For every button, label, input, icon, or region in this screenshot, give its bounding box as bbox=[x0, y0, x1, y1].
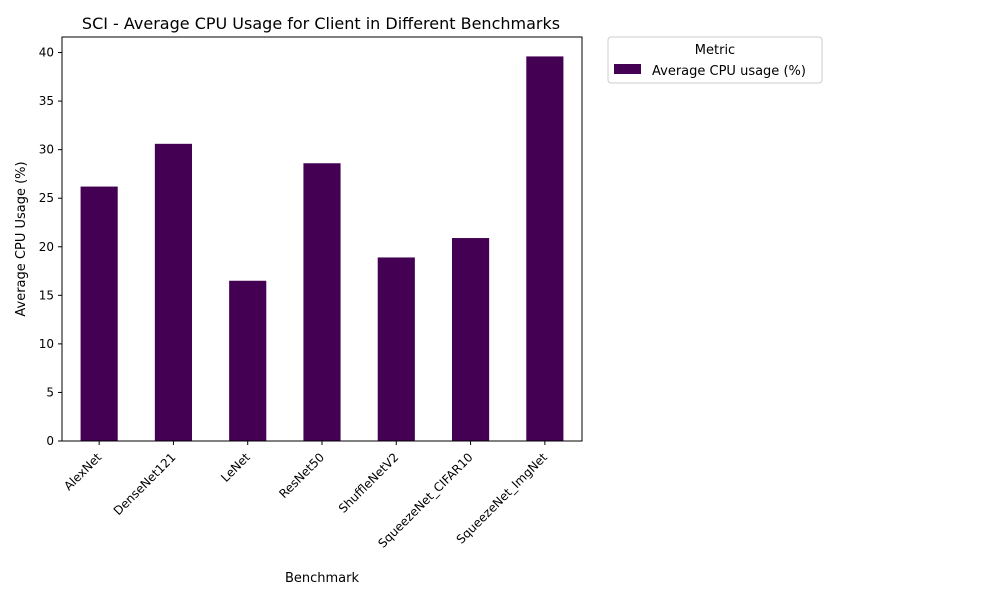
legend-title: Metric bbox=[695, 43, 735, 58]
legend-entry-label: Average CPU usage (%) bbox=[652, 64, 806, 79]
legend-swatch bbox=[614, 64, 641, 74]
y-axis-label: Average CPU Usage (%) bbox=[14, 161, 29, 316]
bar-squeezenet-imgnet bbox=[526, 56, 564, 442]
y-axis: 0 5 10 15 20 25 30 35 40 bbox=[39, 46, 62, 448]
y-tick-label: 15 bbox=[39, 288, 54, 302]
x-axis: AlexNet DenseNet121 LeNet ResNet50 ShuffleNe… bbox=[61, 441, 550, 551]
y-tick-label: 30 bbox=[39, 143, 54, 157]
bar-squeezenet-cifar10 bbox=[452, 238, 490, 441]
y-tick-label: 10 bbox=[39, 337, 54, 351]
x-tick-label: AlexNet bbox=[61, 450, 104, 493]
bar-shufflenetv2 bbox=[377, 257, 415, 441]
bar-lenet bbox=[229, 280, 267, 441]
y-tick-label: 0 bbox=[46, 434, 54, 448]
x-tick-label: LeNet bbox=[218, 450, 253, 485]
y-tick-label: 5 bbox=[46, 385, 54, 399]
y-tick-label: 40 bbox=[39, 46, 54, 60]
chart-title: SCI - Average CPU Usage for Client in Di… bbox=[82, 14, 560, 33]
x-tick-label: ResNet50 bbox=[276, 450, 327, 501]
x-tick-label: DenseNet121 bbox=[111, 450, 179, 518]
plot-frame bbox=[61, 36, 583, 442]
y-tick-label: 20 bbox=[39, 240, 54, 254]
bar-resnet50 bbox=[303, 163, 341, 441]
y-tick-label: 35 bbox=[39, 94, 54, 108]
bars-group bbox=[80, 56, 564, 442]
legend: Metric Average CPU usage (%) bbox=[607, 36, 823, 84]
y-tick-label: 25 bbox=[39, 191, 54, 205]
bar-densenet121 bbox=[154, 143, 192, 442]
bar-alexnet bbox=[80, 186, 118, 441]
x-tick-label: ShuffleNetV2 bbox=[336, 450, 402, 516]
x-axis-label: Benchmark bbox=[285, 571, 360, 586]
legend-frame bbox=[607, 36, 823, 84]
